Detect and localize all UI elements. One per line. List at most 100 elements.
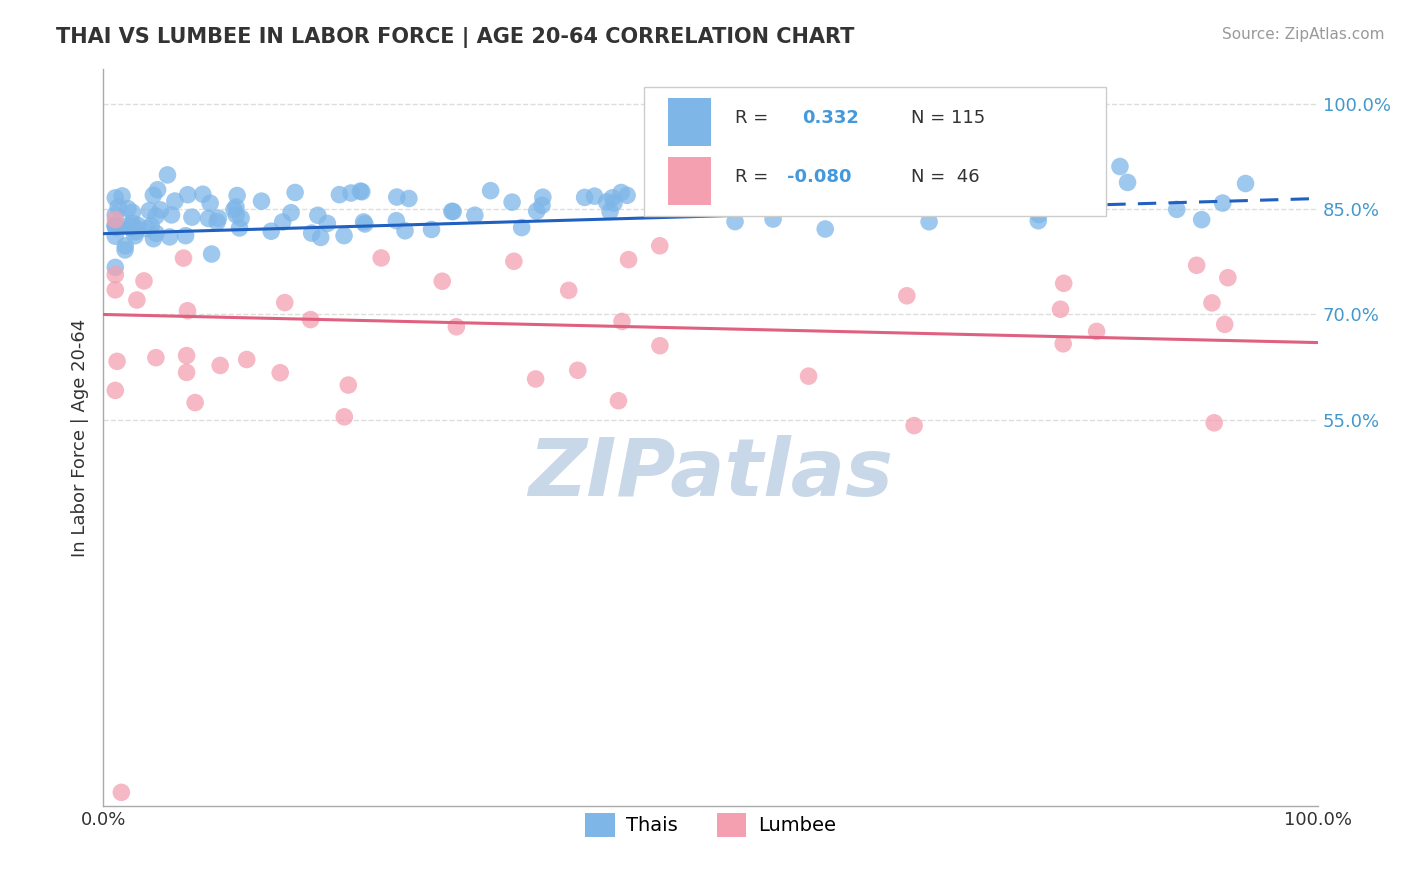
Point [510,220,533,235]
Point [1201,296,1223,310]
Point [931,197,953,211]
Point [797,369,820,384]
Point [1109,160,1132,174]
Point [200,247,222,261]
Point [105,220,128,235]
Point [117,202,139,216]
Point [617,252,640,267]
Point [394,224,416,238]
Point [1185,258,1208,272]
Point [501,195,523,210]
Text: N =  46: N = 46 [911,168,980,186]
Point [160,208,183,222]
Point [146,183,169,197]
Point [333,228,356,243]
Point [225,208,247,222]
Point [307,208,329,222]
Point [229,211,252,226]
Point [599,204,621,219]
Point [149,202,172,217]
Point [903,418,925,433]
Point [526,204,548,219]
Point [122,219,145,234]
Point [1004,190,1026,204]
Point [567,363,589,377]
Point [114,243,136,257]
Point [385,190,408,204]
Point [121,205,143,219]
Point [107,200,129,214]
Point [209,359,232,373]
Point [432,274,454,288]
Point [896,289,918,303]
Point [1213,318,1236,332]
Point [120,220,142,235]
Point [226,188,249,202]
Text: R =: R = [735,168,768,186]
Point [104,219,127,233]
Point [350,185,373,199]
Point [180,210,202,224]
Point [337,378,360,392]
Point [145,351,167,365]
Point [1060,170,1083,185]
Point [145,227,167,241]
Point [464,208,486,222]
Point [104,260,127,275]
Point [104,229,127,244]
Point [309,230,332,244]
Text: ZIPatlas: ZIPatlas [529,435,893,514]
Point [225,200,247,214]
Point [385,213,408,227]
Point [111,189,134,203]
Point [716,200,738,214]
Point [648,239,671,253]
Point [1054,198,1077,212]
Point [967,136,990,150]
Point [1070,144,1092,158]
Point [124,225,146,239]
Point [724,214,747,228]
Text: -0.080: -0.080 [787,168,852,186]
Point [228,221,250,235]
Point [301,226,323,240]
Point [205,215,228,229]
Point [156,168,179,182]
Point [993,194,1015,209]
Point [104,212,127,227]
Point [1052,336,1074,351]
Point [1053,277,1076,291]
Point [104,191,127,205]
Y-axis label: In Labor Force | Age 20-64: In Labor Force | Age 20-64 [72,318,89,557]
Point [316,216,339,230]
Point [176,303,198,318]
Point [349,184,371,198]
Point [127,219,149,233]
Point [104,219,127,234]
Bar [668,98,710,146]
Point [1070,173,1092,187]
Point [785,196,807,211]
Point [142,188,165,202]
Point [853,186,876,201]
Point [271,215,294,229]
Point [1071,180,1094,194]
Text: 0.332: 0.332 [801,109,859,127]
Point [207,211,229,226]
Point [420,222,443,236]
Point [440,204,463,219]
Point [610,314,633,328]
Point [648,339,671,353]
Point [814,222,837,236]
Point [1011,197,1033,211]
Point [159,230,181,244]
Point [280,205,302,219]
Point [530,198,553,212]
Legend: Thais, Lumbee: Thais, Lumbee [578,805,844,845]
Point [398,192,420,206]
Text: Source: ZipAtlas.com: Source: ZipAtlas.com [1222,27,1385,42]
Point [269,366,291,380]
Point [222,202,245,217]
Point [114,239,136,253]
Text: THAI VS LUMBEE IN LABOR FORCE | AGE 20-64 CORRELATION CHART: THAI VS LUMBEE IN LABOR FORCE | AGE 20-6… [56,27,855,48]
